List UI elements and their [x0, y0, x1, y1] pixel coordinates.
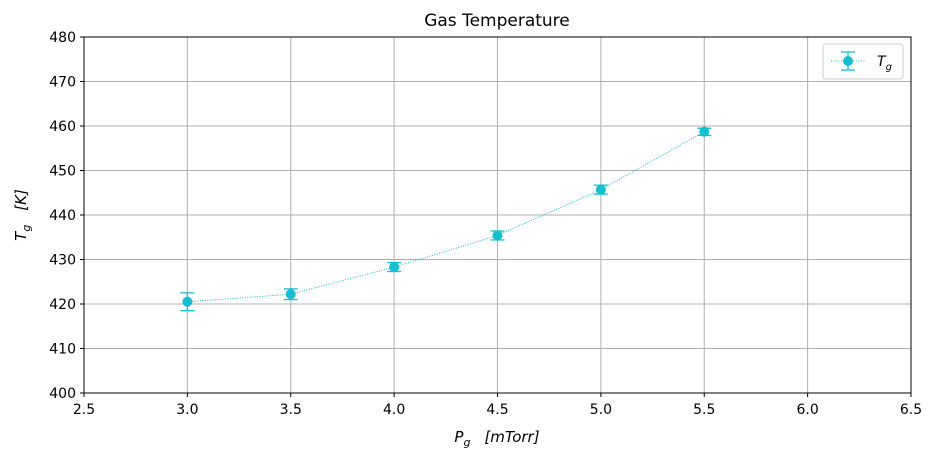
x-tick-label: 5.5 — [693, 402, 715, 418]
x-tick-label: 3.0 — [176, 402, 198, 418]
y-tick-label: 440 — [49, 208, 76, 224]
series-layer — [180, 126, 712, 312]
x-tick-label: 4.0 — [383, 402, 405, 418]
data-point — [389, 262, 400, 273]
x-axis-label-main: P — [454, 428, 464, 446]
data-point — [595, 184, 606, 195]
y-tick-label: 420 — [49, 297, 76, 313]
data-point — [699, 126, 710, 137]
y-tick-label: 410 — [49, 342, 76, 358]
x-tick-label: 4.5 — [486, 402, 508, 418]
x-axis-label: Pg [mTorr] — [454, 428, 539, 449]
legend-label: Tg — [877, 54, 892, 73]
y-tick-label: 400 — [49, 386, 76, 402]
x-tick-label: 5.0 — [590, 402, 612, 418]
legend-label-main: T — [877, 54, 887, 70]
legend-label-sub: g — [886, 62, 892, 73]
series-line — [187, 131, 705, 303]
x-axis-label-unit: [mTorr] — [484, 428, 539, 446]
y-tick-label: 450 — [49, 164, 76, 180]
x-axis-label-sub: g — [463, 436, 470, 449]
y-axis-label-main: T — [12, 230, 30, 241]
x-tick-label: 6.5 — [900, 402, 922, 418]
y-axis-label: Tg [K] — [12, 189, 33, 241]
chart-title: Gas Temperature — [424, 11, 570, 31]
y-axis-ticks: 400 410 420 430 440 450 460 470 480 — [49, 30, 84, 402]
x-axis-ticks: 2.5 3.0 3.5 4.0 4.5 5.0 5.5 6.0 6.5 — [73, 393, 922, 418]
y-tick-label: 480 — [49, 30, 76, 46]
x-tick-label: 2.5 — [73, 402, 95, 418]
x-tick-label: 3.5 — [280, 402, 302, 418]
y-tick-label: 430 — [49, 253, 76, 269]
x-tick-label: 6.0 — [796, 402, 818, 418]
y-tick-label: 470 — [49, 75, 76, 91]
data-point — [285, 289, 296, 300]
y-tick-label: 460 — [49, 119, 76, 135]
legend-marker — [843, 56, 853, 66]
data-point — [492, 230, 503, 241]
y-axis-label-sub: g — [20, 225, 33, 232]
legend: Tg — [822, 43, 904, 80]
data-point — [182, 296, 193, 307]
grid — [83, 36, 912, 394]
y-axis-label-unit: [K] — [12, 189, 30, 211]
